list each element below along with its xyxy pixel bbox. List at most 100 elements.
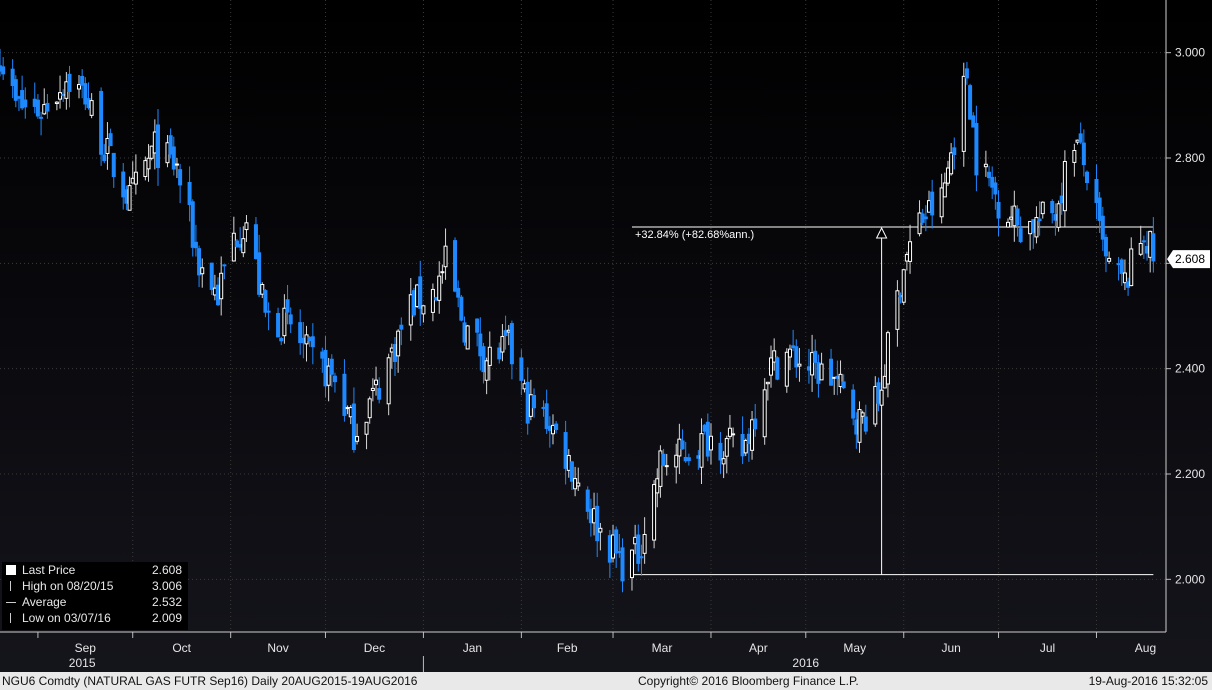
- candle-body: [1151, 233, 1156, 262]
- month-label: Jul: [1040, 641, 1055, 655]
- candle-body: [1122, 272, 1127, 284]
- month-label: Oct: [172, 641, 191, 655]
- candle-body: [554, 423, 559, 430]
- candle-body: [111, 152, 116, 177]
- candle-body: [794, 346, 799, 368]
- candle-body: [879, 389, 884, 406]
- candle: [1138, 225, 1143, 257]
- candle-body: [35, 99, 40, 117]
- candle: [459, 294, 464, 322]
- candle-body: [1075, 139, 1080, 143]
- candle: [174, 157, 179, 179]
- candle: [964, 61, 969, 85]
- candle: [253, 217, 258, 260]
- candle-body: [532, 395, 537, 409]
- candle-body: [1028, 220, 1033, 235]
- candle: [231, 216, 236, 262]
- candle-body: [696, 455, 701, 459]
- candle: [547, 416, 552, 448]
- candle: [696, 450, 701, 470]
- candle-body: [708, 435, 713, 451]
- candle-body: [16, 96, 21, 99]
- candle-body: [108, 133, 113, 147]
- candle-body: [528, 394, 533, 417]
- candle: [209, 262, 214, 295]
- candle: [421, 305, 426, 323]
- change-annotation: +32.84% (+82.68%ann.): [631, 226, 1154, 576]
- candle: [854, 412, 859, 449]
- candle-body: [908, 241, 913, 262]
- grid-lines: [0, 0, 1166, 632]
- candle-body: [200, 267, 205, 275]
- candle-body: [743, 439, 748, 454]
- candle-body: [127, 185, 132, 211]
- candle: [61, 89, 66, 102]
- candle: [121, 163, 126, 210]
- candle-body: [702, 424, 707, 432]
- candle: [83, 77, 88, 111]
- candle-body: [443, 245, 448, 268]
- candle-body: [547, 425, 552, 431]
- candle: [525, 367, 530, 435]
- candle: [765, 381, 770, 401]
- candle: [102, 144, 107, 164]
- candle-body: [102, 154, 107, 162]
- candle: [465, 324, 470, 350]
- candle: [620, 538, 625, 593]
- candle: [437, 261, 442, 314]
- candle-body: [990, 176, 995, 188]
- candle: [1062, 150, 1067, 227]
- candle-body: [146, 157, 151, 170]
- candle: [13, 75, 18, 108]
- candle-body: [674, 454, 679, 468]
- candle: [708, 423, 713, 465]
- candle: [528, 379, 533, 421]
- candle-body: [949, 152, 954, 175]
- candle-body: [500, 336, 505, 353]
- candle-body: [20, 90, 25, 109]
- candle-body: [279, 338, 284, 342]
- candle-body: [304, 334, 309, 345]
- candle: [1145, 231, 1150, 261]
- legend-label: Last Price: [22, 563, 76, 577]
- candle: [1107, 251, 1112, 264]
- candle-body: [121, 171, 126, 198]
- candle: [661, 448, 666, 467]
- candle: [1009, 205, 1014, 227]
- candle-body: [655, 478, 660, 494]
- candle: [32, 82, 37, 114]
- candle: [740, 416, 745, 465]
- candle: [329, 354, 334, 387]
- candle-body: [686, 457, 691, 462]
- candle: [111, 152, 116, 188]
- candle: [563, 420, 568, 485]
- candle-body: [961, 75, 966, 152]
- year-label: 2015: [69, 656, 96, 670]
- candle-body: [971, 115, 976, 128]
- candle-body: [620, 547, 625, 582]
- candle: [411, 287, 416, 318]
- candle-body: [829, 358, 834, 386]
- candle-body: [99, 90, 104, 155]
- candle-body: [462, 322, 467, 343]
- candle-body: [964, 68, 969, 79]
- candle: [1040, 201, 1045, 219]
- candle: [127, 176, 132, 211]
- candle: [566, 449, 571, 478]
- candle-body: [1059, 195, 1064, 204]
- month-label: Apr: [749, 641, 768, 655]
- candle: [481, 342, 486, 384]
- candle: [282, 294, 287, 344]
- candle-body: [83, 83, 88, 105]
- candle-body: [968, 85, 973, 120]
- legend-value: 3.006: [151, 579, 182, 593]
- candle: [879, 386, 884, 406]
- candle: [399, 317, 404, 346]
- candle-body: [307, 336, 312, 342]
- candle: [1059, 182, 1064, 215]
- candle: [168, 128, 173, 159]
- candle-body: [1100, 215, 1105, 240]
- candle-body: [1138, 242, 1143, 255]
- candle-body: [219, 272, 224, 300]
